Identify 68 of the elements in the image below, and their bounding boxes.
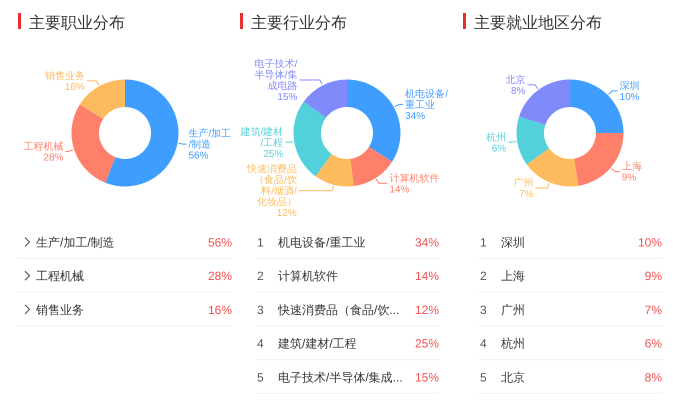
category-label: 广州 <box>501 302 525 317</box>
donut-slice <box>347 80 400 162</box>
category-label: 计算机软件 <box>278 269 338 284</box>
data-label: 10% <box>620 92 640 104</box>
text: 2 <box>257 269 264 284</box>
category-label: 上海 <box>501 269 525 284</box>
slice-label: 机电设备/重工业 <box>405 88 448 111</box>
slice-label: 建筑/建材/工程 <box>239 126 284 149</box>
category-label: 杭州 <box>500 336 525 351</box>
slice-label: 杭州 <box>485 131 506 144</box>
category-label: 深圳 <box>501 236 525 250</box>
text: 12% <box>414 302 439 317</box>
slice-label: 生产/加工/制造 <box>188 128 232 151</box>
category-label: 销售业务 <box>35 302 84 317</box>
text: 5 <box>480 370 487 384</box>
category-label: 机电设备/重工业 <box>278 236 366 250</box>
data-label: 6% <box>492 143 506 154</box>
category-label: 电子技术/半导体/集成... <box>278 370 403 384</box>
text: 7% <box>644 302 662 317</box>
data-label: 16% <box>64 82 85 93</box>
data-label: 7% <box>519 189 534 200</box>
category-label: 北京 <box>501 370 525 384</box>
text: 6% <box>644 336 662 351</box>
text: 4 <box>257 336 264 351</box>
category-label: 快速消费品（食品/饮... <box>277 302 400 317</box>
text: 1 <box>257 236 264 250</box>
slice-label: 快速消费品（食品/饮料/烟酒/化妆品） <box>246 163 298 208</box>
text: 14% <box>414 269 439 284</box>
chart-title: 主要行业分布 <box>251 14 347 32</box>
text: 10% <box>638 236 662 250</box>
text: 25% <box>414 336 439 351</box>
slice-label: 工程机械 <box>23 140 64 152</box>
slice-label: 上海 <box>622 160 642 173</box>
text: 1 <box>480 236 487 250</box>
data-label: 34% <box>405 110 426 122</box>
text: 3 <box>480 302 487 317</box>
chart-title: 主要就业地区分布 <box>474 14 602 32</box>
category-label: 建筑/建材/工程 <box>277 336 357 351</box>
text: 16% <box>208 302 232 317</box>
data-label: 15% <box>277 92 298 104</box>
category-label: 生产/加工/制造 <box>36 236 115 250</box>
text: 34% <box>414 236 439 250</box>
data-label: 8% <box>511 86 526 97</box>
slice-label: 深圳 <box>620 80 640 92</box>
text: 9% <box>644 269 662 284</box>
text: 5 <box>257 370 264 384</box>
donut-slice <box>304 80 347 118</box>
slice-label: 计算机软件 <box>389 172 440 184</box>
chart-title: 主要职业分布 <box>29 14 125 32</box>
slice-label: 销售业务 <box>44 70 85 82</box>
data-label: 25% <box>263 148 284 160</box>
data-label: 28% <box>43 152 64 164</box>
text: 3 <box>257 302 264 317</box>
slice-label: 北京 <box>505 74 526 86</box>
category-label: 工程机械 <box>36 269 84 284</box>
text: 2 <box>480 269 487 284</box>
slice-label: 广州 <box>514 177 534 190</box>
text: 28% <box>208 269 232 284</box>
slice-label: 电子技术/半导体/集成电路 <box>254 58 298 92</box>
data-label: 12% <box>276 208 297 220</box>
data-label: 56% <box>188 150 209 162</box>
data-label: 9% <box>622 172 636 184</box>
text: 4 <box>480 336 487 351</box>
text: 56% <box>208 236 232 250</box>
text: 15% <box>414 370 439 384</box>
donut-slice <box>574 133 624 186</box>
data-label: 14% <box>389 184 410 196</box>
text: 8% <box>644 370 662 384</box>
